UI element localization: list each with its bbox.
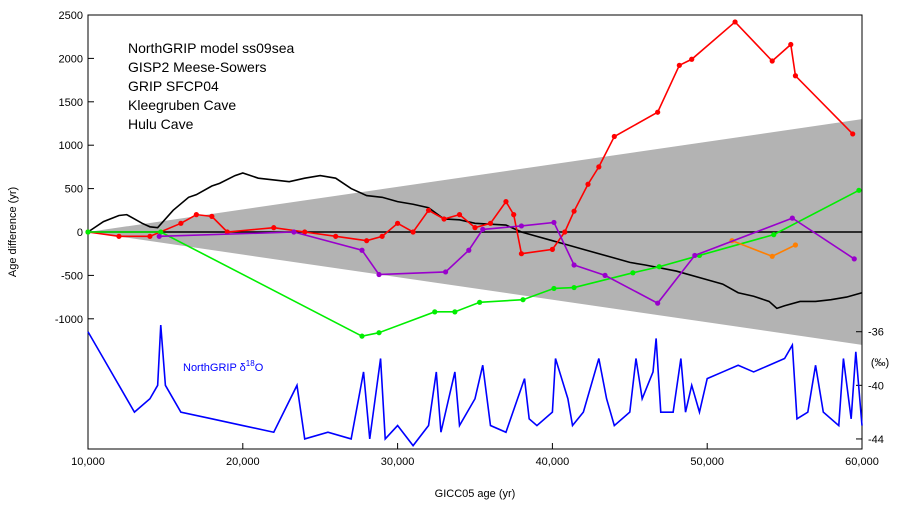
series-marker <box>518 223 525 229</box>
series-marker <box>359 333 365 339</box>
series-marker <box>376 271 382 278</box>
series-marker <box>630 270 636 276</box>
series-marker <box>291 229 297 235</box>
legend-label: GISP2 Meese-Sowers <box>128 59 267 75</box>
series-marker <box>856 187 862 193</box>
legend-label: GRIP SFCP04 <box>128 78 219 94</box>
series-marker <box>193 212 199 218</box>
series-marker <box>549 246 556 252</box>
series-marker <box>769 58 775 64</box>
series-marker <box>692 252 698 259</box>
y2-tick-label: -40 <box>868 380 884 392</box>
series-marker <box>158 229 164 235</box>
series-marker <box>551 219 557 226</box>
series-marker <box>676 62 682 68</box>
series-marker <box>732 19 738 25</box>
annotation-suffix: O <box>255 362 264 374</box>
series-marker <box>850 131 856 137</box>
series-marker <box>689 56 695 62</box>
series-marker <box>359 247 365 253</box>
series-marker <box>571 208 577 214</box>
series-marker <box>302 229 308 235</box>
series-marker <box>333 233 339 239</box>
series-line <box>87 324 863 447</box>
legend-box <box>96 33 316 138</box>
series-marker <box>655 300 661 306</box>
series-marker <box>656 264 662 270</box>
legend-label: Hulu Cave <box>128 116 194 132</box>
series-marker <box>511 212 517 218</box>
x-tick-label: 40,000 <box>536 456 570 468</box>
series-annotation: NorthGRIP δ18O <box>183 359 264 374</box>
series-marker <box>379 233 385 239</box>
series-marker <box>562 229 568 235</box>
series-marker <box>551 285 557 292</box>
y2-tick-label: -36 <box>868 327 884 339</box>
series-marker <box>156 233 162 239</box>
series-marker <box>376 330 382 336</box>
series-marker <box>792 242 799 248</box>
x-tick-label: 10,000 <box>71 456 105 468</box>
series-marker <box>425 207 432 213</box>
series-marker <box>395 220 401 226</box>
legend-label: NorthGRIP model ss09sea <box>128 40 294 56</box>
series-marker <box>789 215 795 221</box>
series-marker <box>147 233 153 239</box>
series-marker <box>585 181 591 187</box>
x-axis-label: GICC05 age (yr) <box>435 488 516 500</box>
series-marker <box>788 41 794 48</box>
y-tick-label: 1000 <box>59 140 83 152</box>
y-axis-label: Age difference (yr) <box>7 187 19 277</box>
y-tick-label: 1500 <box>59 97 83 109</box>
series-marker <box>224 229 230 235</box>
series-marker <box>442 269 449 275</box>
x-tick-label: 60,000 <box>845 456 879 468</box>
series-marker <box>571 262 577 268</box>
series-line <box>87 172 863 310</box>
series-marker <box>596 164 602 170</box>
y-tick-label: 500 <box>65 184 83 196</box>
series-marker <box>477 299 483 305</box>
series-marker <box>178 220 184 226</box>
series-marker <box>851 256 857 262</box>
y2-axis-label: (‰) <box>871 357 889 369</box>
x-tick-label: 30,000 <box>381 456 415 468</box>
series-marker <box>769 253 775 259</box>
series-marker <box>771 232 777 238</box>
y-tick-label: 2500 <box>59 10 83 22</box>
series-marker <box>466 247 472 253</box>
series-marker <box>571 284 577 291</box>
y-tick-label: -1000 <box>55 314 83 326</box>
y-tick-label: -500 <box>61 270 83 282</box>
x-tick-label: 50,000 <box>690 456 724 468</box>
series-marker <box>487 220 494 226</box>
series-marker <box>364 238 370 244</box>
series-marker <box>503 199 509 205</box>
y-tick-label: 2000 <box>59 53 83 65</box>
x-tick-label: 20,000 <box>226 456 260 468</box>
series-marker <box>520 297 526 303</box>
series-marker <box>271 225 277 231</box>
series-marker <box>85 229 91 235</box>
series-marker <box>472 225 478 231</box>
y2-tick-label: -44 <box>868 434 884 446</box>
annotation-sup: 18 <box>246 359 255 368</box>
y-tick-label: 0 <box>77 227 83 239</box>
series-marker <box>655 109 661 115</box>
series-marker <box>410 229 416 235</box>
series-marker <box>432 309 438 315</box>
series-marker <box>456 212 463 218</box>
series-marker <box>116 233 122 239</box>
series-marker <box>602 272 608 278</box>
legend-label: Kleegruben Cave <box>128 97 236 113</box>
annotation-prefix: NorthGRIP δ <box>183 362 246 374</box>
series-marker <box>209 213 215 219</box>
series-marker <box>611 133 617 140</box>
series-marker <box>441 216 447 222</box>
series-marker <box>518 251 525 257</box>
series-marker <box>792 73 799 79</box>
series-marker <box>452 309 458 315</box>
series-marker <box>480 226 486 232</box>
